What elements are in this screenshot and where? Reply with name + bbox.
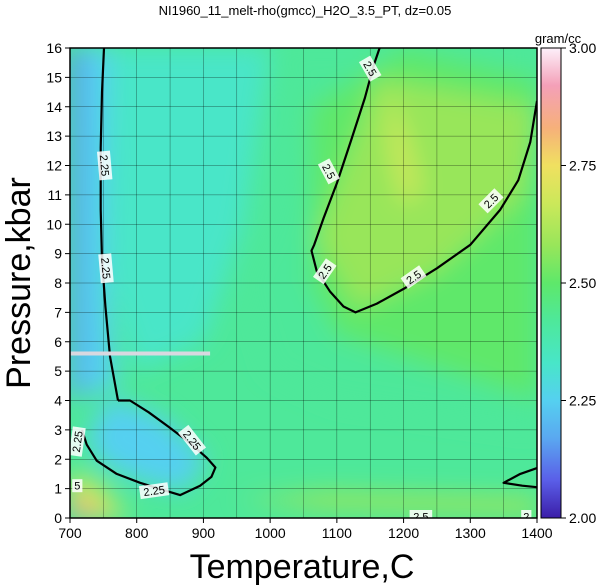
colorbar-tick-label: 3.00 [569, 40, 596, 56]
svg-text:2.5: 2.5 [413, 512, 428, 524]
y-tick-label: 10 [46, 216, 62, 232]
y-axis-label: Pressure,kbar [0, 177, 38, 389]
colorbar-unit: gram/cc [535, 31, 582, 46]
y-tick-label: 8 [54, 275, 62, 291]
svg-text:2.25: 2.25 [71, 430, 86, 453]
colorbar-tick-label: 2.00 [569, 510, 596, 526]
colorbar-ticks: 2.00 2.25 2.50 2.75 3.00 [561, 40, 596, 526]
y-tick-label: 3 [54, 422, 62, 438]
colorbar-ramp [540, 47, 562, 519]
colorbar-tick-label: 2.50 [569, 275, 596, 291]
y-tick-label: 11 [47, 187, 62, 203]
x-axis-ticks: 700 800 900 1000 1100 1200 1300 1400 [58, 518, 553, 541]
contour-line [310, 48, 537, 314]
y-tick-label: 9 [54, 246, 62, 262]
contour-line [502, 467, 537, 489]
colorbar-tick-label: 2.75 [569, 158, 596, 174]
y-tick-label: 2 [54, 451, 62, 467]
chart-title: NI1960_11_melt-rho(gmcc)_H2O_3.5_PT, dz=… [159, 3, 452, 18]
y-tick-label: 7 [54, 304, 62, 320]
y-tick-label: 13 [46, 128, 62, 144]
colorbar: gram/cc 2.00 2.25 2.50 2.75 3.00 [535, 31, 597, 526]
x-tick-label: 1000 [255, 525, 286, 541]
contour-label: 5 [72, 479, 83, 493]
plot-area: 2.252.252.252.252.252.52.52.5 2.52.52.552 [70, 48, 537, 524]
grid [70, 48, 537, 518]
contour-line [80, 399, 217, 497]
contour-label: 2.5 [409, 510, 433, 524]
colorbar-tick-label: 2.25 [569, 393, 596, 409]
x-tick-label: 900 [192, 525, 216, 541]
x-tick-label: 1100 [322, 525, 352, 541]
y-tick-label: 15 [46, 69, 62, 85]
contour-label: 2 [521, 510, 532, 524]
contour-label: 2.25 [98, 253, 114, 284]
svg-text:2.25: 2.25 [98, 257, 112, 279]
contour-label: 2.25 [70, 426, 86, 457]
x-tick-label: 1200 [388, 525, 419, 541]
contour-line [99, 48, 120, 401]
y-tick-label: 12 [46, 158, 62, 174]
x-tick-label: 1300 [455, 525, 486, 541]
contour-lines [80, 48, 537, 497]
x-tick-label: 1400 [521, 525, 552, 541]
contour-label: 2.25 [138, 482, 170, 500]
y-tick-label: 6 [54, 334, 62, 350]
x-tick-label: 800 [125, 525, 149, 541]
contour-label: 2.25 [97, 150, 113, 181]
y-tick-label: 5 [54, 363, 62, 379]
x-axis-label: Temperature,C [190, 548, 415, 586]
x-tick-label: 700 [58, 525, 82, 541]
svg-text:5: 5 [74, 481, 80, 493]
y-tick-label: 0 [54, 510, 62, 526]
y-tick-label: 4 [54, 393, 62, 409]
y-tick-label: 14 [46, 99, 62, 115]
y-tick-label: 1 [54, 481, 62, 497]
svg-text:2.25: 2.25 [97, 154, 111, 176]
svg-text:2: 2 [523, 512, 529, 524]
svg-text:2.25: 2.25 [143, 484, 166, 499]
y-tick-label: 16 [46, 40, 62, 56]
